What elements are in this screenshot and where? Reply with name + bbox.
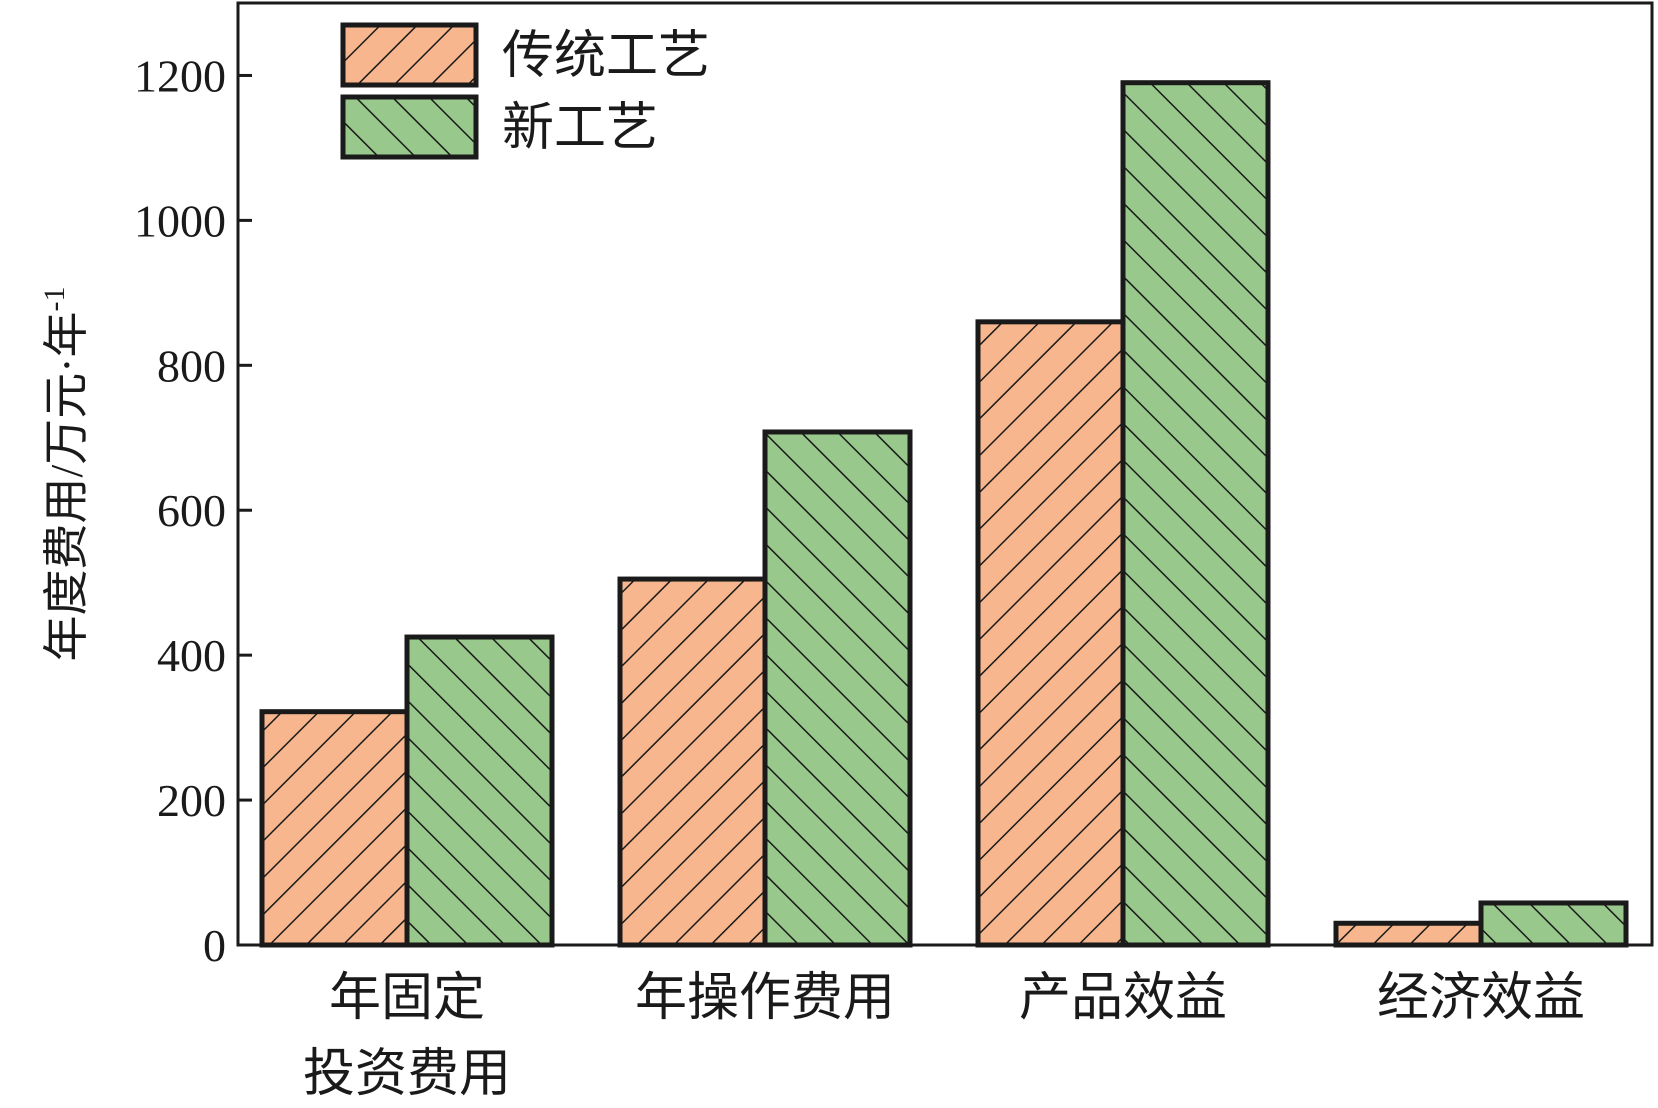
bar: [259, 709, 410, 948]
y-tick-label: 0: [203, 920, 226, 971]
bar: [404, 634, 555, 948]
bar: [1333, 920, 1484, 948]
legend-swatch: [340, 22, 479, 88]
bar: [1478, 900, 1629, 948]
bar: [1120, 80, 1271, 948]
x-category-label: 年固定: [329, 970, 485, 1027]
bars: [259, 80, 1629, 948]
legend-label: 传统工艺: [502, 28, 710, 85]
plot-area: [236, 1, 1654, 947]
x-category-label: 产品效益: [1019, 970, 1227, 1027]
y-tick-label: 1200: [134, 50, 226, 101]
x-category-label: 投资费用: [303, 1046, 511, 1103]
y-axis-label: 年度费用/万元·年-1: [38, 286, 92, 661]
plot-frame: [236, 1, 1654, 947]
x-category-label: 经济效益: [1377, 970, 1585, 1027]
bar: [617, 576, 768, 948]
bar: [762, 429, 913, 948]
y-tick-label: 1000: [134, 195, 226, 246]
y-tick-label: 200: [157, 775, 226, 826]
legend-swatch: [340, 94, 479, 160]
legend-label: 新工艺: [502, 100, 658, 157]
x-category-label: 年操作费用: [635, 970, 895, 1027]
y-tick-label: 800: [157, 340, 226, 391]
y-tick-label: 600: [157, 485, 226, 536]
bar: [975, 319, 1126, 948]
y-tick-label: 400: [157, 630, 226, 681]
y-axis-label-superscript: -1: [38, 286, 71, 311]
